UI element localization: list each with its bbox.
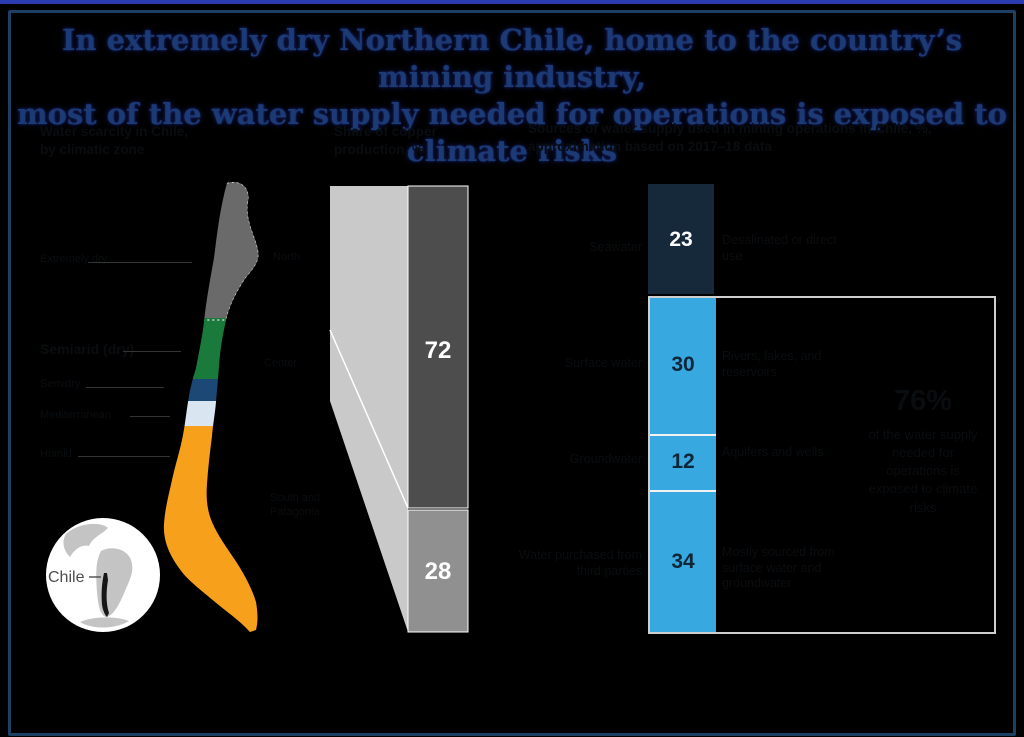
production-bar-dry-zones: [407, 185, 469, 509]
title-line-1: In extremely dry Northern Chile, home to…: [61, 23, 963, 95]
region-label-south: South and Patagonia: [270, 492, 321, 518]
label-surface-water: Surface water: [564, 356, 642, 370]
chile-highlight-strip: [101, 573, 109, 617]
zone-label-mediterranean: Mediterranean: [40, 409, 111, 421]
pointer-mediterranean: [130, 416, 170, 417]
globe-inset: Chile: [46, 518, 160, 632]
region-label-center: Center: [264, 357, 298, 369]
pointer-humid: [78, 456, 170, 457]
title-line-2: most of the water supply needed for oper…: [16, 97, 1008, 169]
zone-extremely-dry: [163, 182, 259, 318]
water-header-line2: approximation based on 2017–18 data: [528, 139, 772, 155]
region-label-north: North: [273, 251, 300, 263]
top-accent-line: [0, 0, 1024, 4]
exposed-sources-column: [650, 298, 716, 632]
production-bar-rest: [407, 509, 469, 633]
funnel-panel-header: Share of copper production, %: [334, 124, 437, 158]
zone-label-semidry: Semidry: [40, 378, 81, 390]
zone-label-extremely-dry: Extremely dry: [40, 253, 108, 265]
segment-surface-water: [650, 298, 716, 434]
water-header-line1: Sources of water supply used in mining o…: [528, 121, 932, 136]
outer-frame: [8, 10, 1016, 736]
segment-seawater: [648, 184, 714, 294]
map-panel-header: Water scarcity in Chile, by climatic zon…: [40, 124, 189, 158]
note-surface-water: Rivers, lakes, and reservoirs: [722, 349, 822, 379]
north-america-shape: [63, 523, 108, 557]
zone-humid: [163, 426, 259, 633]
segment-purchased-water: [650, 492, 716, 632]
pointer-extremely-dry: [88, 262, 192, 263]
value-surface-water: 30: [671, 353, 695, 376]
label-groundwater: Groundwater: [569, 452, 642, 466]
production-value-rest: 28: [425, 558, 452, 585]
funnel-flow-divider: [329, 329, 409, 509]
segment-groundwater: [650, 436, 716, 490]
segment-divider: [650, 490, 716, 492]
chile-map: [163, 182, 259, 633]
value-groundwater: 12: [671, 450, 695, 473]
risk-callout-value: 76%: [893, 385, 953, 417]
note-groundwater: Aquifers and wells: [722, 445, 824, 459]
zone-label-dry: Semiarid (dry): [40, 341, 135, 357]
mining-area-dotted-outline: [194, 182, 259, 321]
pointer-dry: [123, 351, 181, 352]
zone-mediterranean: [163, 401, 259, 426]
note-purchased-water: Mostly sourced from surface water and gr…: [722, 545, 835, 591]
label-purchased-water: Water purchased from third parties: [518, 548, 642, 578]
pointer-semidry: [86, 387, 164, 388]
zone-label-humid: Humid: [40, 448, 72, 460]
value-seawater: 23: [669, 228, 693, 251]
segment-divider: [650, 434, 716, 436]
note-seawater: Desalinated or direct use: [722, 233, 837, 263]
page-title: In extremely dry Northern Chile, home to…: [16, 22, 1008, 170]
zone-semidry: [163, 379, 259, 401]
antarctica-shape: [80, 617, 129, 628]
climate-risk-box: [648, 296, 996, 634]
risk-callout: 76% of the water supply needed for opera…: [852, 385, 994, 517]
value-purchased-water: 34: [671, 550, 695, 573]
label-seawater: Seawater: [589, 240, 642, 254]
globe-chile-label: Chile: [48, 569, 85, 586]
funnel-wedge: [330, 186, 408, 632]
copper-production-funnel: 72 28: [329, 185, 469, 633]
water-panel-header: Sources of water supply used in mining o…: [528, 120, 966, 156]
risk-callout-text: of the water supply needed for operation…: [868, 426, 978, 515]
production-value-dry: 72: [425, 337, 452, 364]
